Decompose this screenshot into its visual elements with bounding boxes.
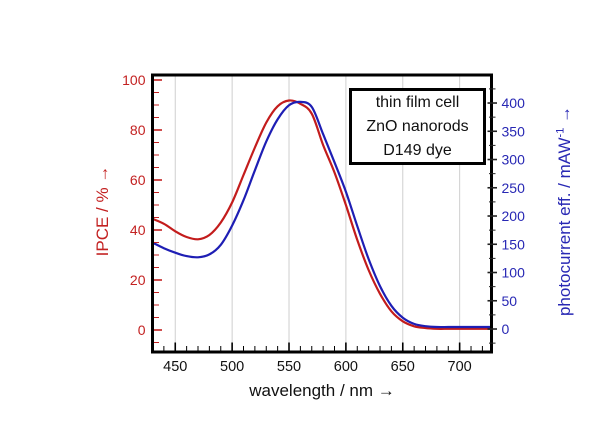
y-right-tick-label: 400 (502, 95, 526, 111)
y-right-tick-label: 150 (502, 236, 526, 252)
y-axis-label-right-arrow: → (555, 105, 574, 128)
y-left-tick-label: 60 (130, 172, 146, 188)
y-right-tick-label: 50 (502, 293, 518, 309)
y-right-tick-label: 0 (502, 321, 510, 337)
annotation-line-2: ZnO nanorods (366, 117, 469, 135)
y-left-tick-label: 80 (130, 122, 146, 138)
y-left-tick-label: 40 (130, 222, 146, 238)
y-left-tick-label: 0 (138, 322, 146, 338)
photocurrent-curve (152, 100, 492, 329)
y-right-tick-label: 100 (502, 265, 526, 281)
y-right-tick-label: 250 (502, 180, 526, 196)
x-tick-label: 500 (220, 359, 244, 375)
x-tick-label: 550 (277, 359, 301, 375)
x-axis-label: wavelength / nm → (249, 381, 395, 400)
ipce-curve (152, 99, 492, 330)
y-right-tick-label: 350 (502, 123, 526, 139)
x-tick-label: 700 (448, 359, 472, 375)
plot-border (151, 73, 493, 354)
y-right-tick-label: 200 (502, 208, 526, 224)
annotation-line-3: D149 dye (383, 141, 452, 159)
annotation-line-1: thin film cell (375, 93, 460, 111)
y-axis-label-right: photocurrent eff. / mAW-1 → (554, 61, 575, 361)
y-right-tick-label: 300 (502, 152, 526, 168)
y-axis-label-right-text: photocurrent eff. / mAW (555, 137, 574, 317)
y-left-tick-label: 20 (130, 272, 146, 288)
y-axis-label-right-sup: -1 (554, 127, 567, 138)
x-tick-label: 650 (391, 359, 415, 375)
x-tick-label: 600 (334, 359, 358, 375)
y-left-tick-label: 100 (122, 72, 146, 88)
x-tick-label: 450 (163, 359, 187, 375)
annotation-box: thin film cell ZnO nanorods D149 dye (349, 88, 486, 165)
y-axis-label-left: IPCE / % → (93, 165, 112, 257)
